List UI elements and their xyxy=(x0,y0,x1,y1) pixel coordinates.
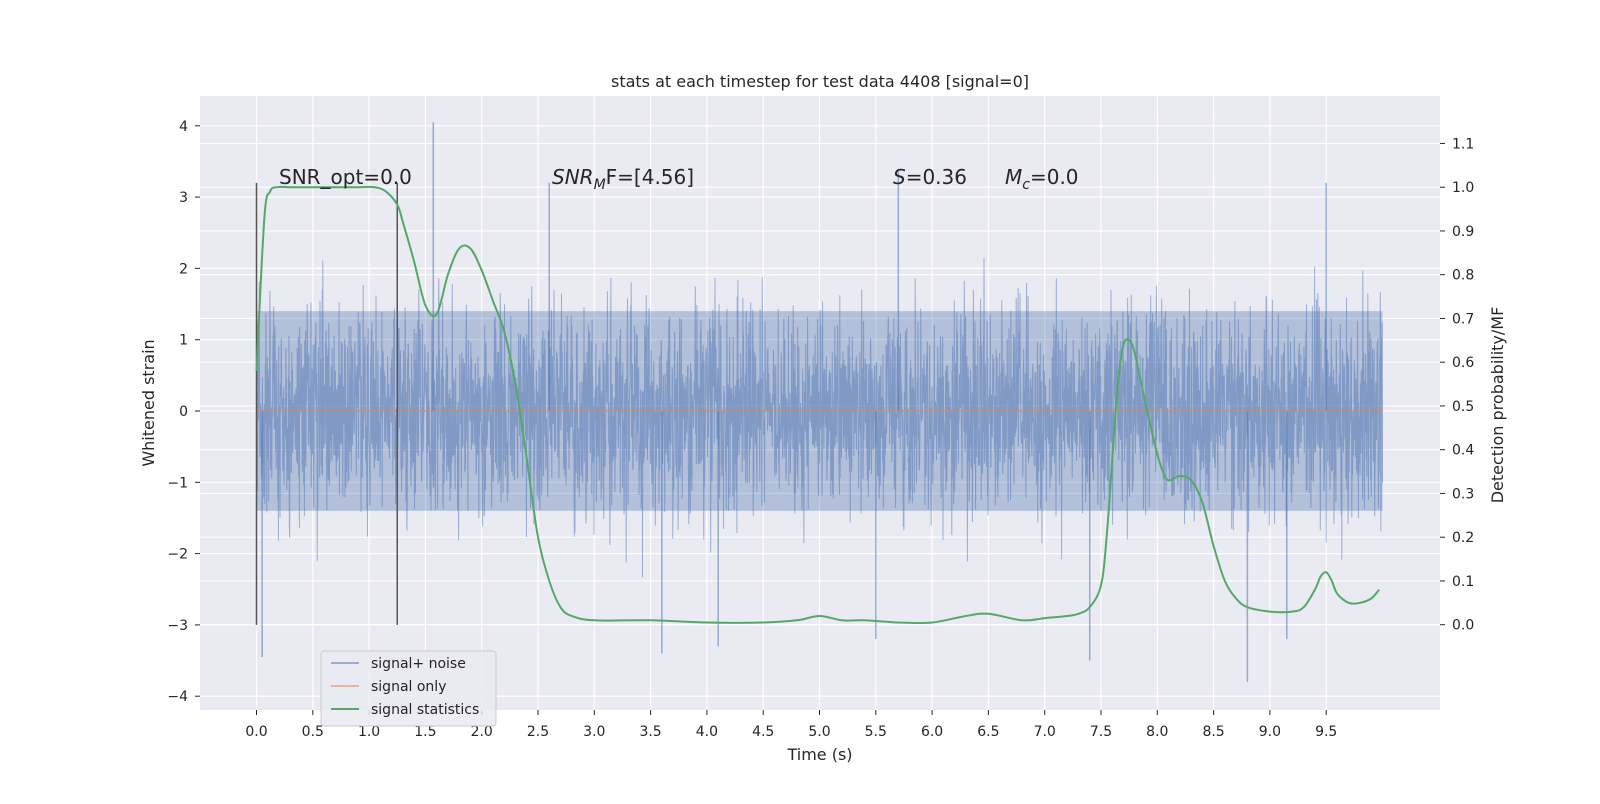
y-tick-labels: −4 −3 −2 −1 0 1 2 3 4 xyxy=(167,119,200,705)
y-axis-label: Whitened strain xyxy=(139,339,158,466)
y2-tick-label: 1.1 xyxy=(1452,136,1474,152)
y2-axis-label: Detection probability/MF xyxy=(1488,307,1507,504)
y-tick-label: 1 xyxy=(179,333,188,349)
y2-tick-label: 0.9 xyxy=(1452,224,1474,240)
y-tick-label: 3 xyxy=(179,190,188,206)
annotation-mc: Mc=0.0 xyxy=(1005,165,1079,193)
y-tick-label: −4 xyxy=(167,689,188,705)
y2-tick-label: 0.5 xyxy=(1452,399,1474,415)
x-tick-label: 8.0 xyxy=(1146,724,1168,740)
y2-tick-label: 0.6 xyxy=(1452,355,1474,371)
signal-statistics-series xyxy=(255,185,1380,625)
x-axis-label: Time (s) xyxy=(786,745,852,764)
statistics-curve xyxy=(255,185,1380,625)
x-tick-label: 9.0 xyxy=(1259,724,1281,740)
y2-tick-label: 0.7 xyxy=(1452,311,1474,327)
x-tick-label: 1.0 xyxy=(358,724,380,740)
x-tick-labels: 0.0 0.5 1.0 1.5 2.0 2.5 3.0 3.5 4.0 4.5 5.0 5.5 6.0 6… xyxy=(245,710,1337,740)
x-tick-label: 3.0 xyxy=(583,724,605,740)
mc-rest: =0.0 xyxy=(1030,165,1079,189)
vertical-markers xyxy=(255,182,398,625)
x-tick-label: 1.5 xyxy=(414,724,436,740)
legend-box xyxy=(320,650,497,727)
annotation-snr-opt: SNR_opt=0.0 xyxy=(279,165,412,189)
s-name: S xyxy=(893,165,906,189)
y2-tick-label: 0.4 xyxy=(1452,443,1474,459)
noise-trace xyxy=(256,257,1383,578)
x-tick-label: 9.5 xyxy=(1315,724,1337,740)
x-tick-label: 2.5 xyxy=(527,724,549,740)
y-tick-label: 4 xyxy=(179,119,188,135)
y2-tick-label: 0.8 xyxy=(1452,268,1474,284)
snr-mf-sub: M xyxy=(594,177,606,193)
x-tick-label: 6.0 xyxy=(921,724,943,740)
legend-label-signal: signal only xyxy=(371,679,446,695)
y-tick-label: 0 xyxy=(179,404,188,420)
x-tick-label: 5.5 xyxy=(865,724,887,740)
x-tick-label: 8.5 xyxy=(1202,724,1224,740)
snr-mf-rest: F=[4.56] xyxy=(606,165,694,189)
y-tick-label: −3 xyxy=(167,618,188,634)
y2-tick-label: 1.0 xyxy=(1452,180,1474,196)
y2-tick-label: 0.0 xyxy=(1452,618,1474,634)
mc-sub: c xyxy=(1022,177,1030,193)
x-tick-label: 4.0 xyxy=(696,724,718,740)
x-tick-label: 5.0 xyxy=(808,724,830,740)
legend-label-noise: signal+ noise xyxy=(371,656,466,672)
y-tick-label: −2 xyxy=(167,547,188,563)
x-tick-label: 0.5 xyxy=(302,724,324,740)
s-rest: =0.36 xyxy=(906,165,967,189)
annotation-snr-mf: SNRMF=[4.56] xyxy=(552,165,694,193)
x-tick-label: 3.5 xyxy=(639,724,661,740)
legend-label-stats: signal statistics xyxy=(371,702,479,718)
snr-mf-base: SNR xyxy=(552,165,594,189)
legend: signal+ noise signal only signal statist… xyxy=(320,650,497,727)
x-tick-label: 0.0 xyxy=(245,724,267,740)
x-tick-label: 2.0 xyxy=(471,724,493,740)
x-tick-label: 6.5 xyxy=(977,724,999,740)
y2-tick-label: 0.2 xyxy=(1452,530,1474,546)
y-tick-label: 2 xyxy=(179,261,188,277)
y2-tick-label: 0.3 xyxy=(1452,486,1474,502)
y2-tick-labels: 0.0 0.1 0.2 0.3 0.4 0.5 0.6 0.7 0.8 0.9 1.0 1.1 xyxy=(1440,136,1474,634)
mc-base: M xyxy=(1005,165,1022,189)
y2-tick-label: 0.1 xyxy=(1452,574,1474,590)
annotation-s: S=0.36 xyxy=(893,165,967,189)
x-tick-label: 7.0 xyxy=(1034,724,1056,740)
x-tick-label: 4.5 xyxy=(752,724,774,740)
y-tick-label: −1 xyxy=(167,475,188,491)
x-tick-label: 7.5 xyxy=(1090,724,1112,740)
chart-title: stats at each timestep for test data 440… xyxy=(611,72,1029,91)
